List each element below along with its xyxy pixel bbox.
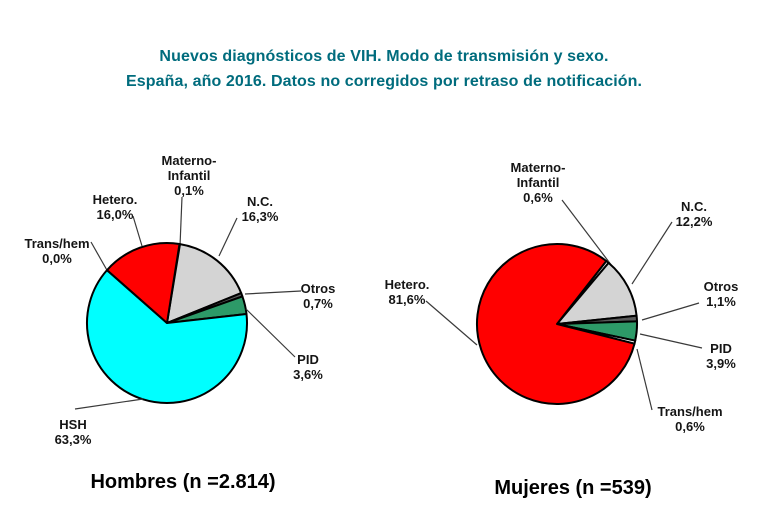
pie-slice-nc [556, 261, 638, 325]
leader-line-materno-infantil [561, 199, 613, 267]
slice-label-text: PID [297, 352, 319, 367]
slice-label-pid: PID 3,6% [293, 352, 323, 382]
slice-value-label: 12,2% [675, 214, 713, 229]
leader-line-pid [245, 308, 296, 358]
slice-label-otros: Otros 0,7% [301, 281, 336, 311]
pie-slice-nc [166, 243, 243, 324]
slice-value-label: 1,1% [706, 294, 736, 309]
slice-label-otros: Otros 1,1% [704, 279, 739, 309]
leader-line-hetero [425, 300, 478, 346]
slice-value-label: 0,1% [174, 183, 204, 198]
slice-value-label: 3,9% [706, 356, 736, 371]
slice-value-label: 3,6% [293, 367, 323, 382]
figure-title-line2: España, año 2016. Datos no corregidos po… [125, 73, 643, 90]
leader-line-hsh [74, 398, 144, 410]
slice-label-nc: N.C. 16,3% [242, 194, 279, 224]
slice-label-hetero: Hetero. 81,6% [385, 277, 430, 307]
slice-value-label: 16,0% [96, 207, 134, 222]
slice-label-text: Materno- [161, 153, 217, 168]
slice-label-text: HSH [59, 417, 87, 432]
slice-value-label: 0,6% [675, 419, 705, 434]
slice-label-trans-hem: Trans/hem 0,0% [24, 236, 89, 266]
leader-line-trans-hem [636, 348, 653, 411]
slice-label-materno-infantil: Materno- Infantil 0,1% [162, 153, 217, 198]
slice-value-label: 16,3% [241, 209, 279, 224]
slice-label-pid: PID 3,9% [706, 341, 736, 371]
slice-label-text: PID [710, 341, 732, 356]
caption-hombres: Hombres (n =2.814) [90, 471, 276, 493]
slice-label-text: Infantil [167, 168, 211, 183]
leader-line-nc [631, 221, 673, 285]
slice-label-text: N.C. [247, 194, 273, 209]
slice-value-label: 0,6% [523, 190, 553, 205]
figure-title: Nuevos diagnósticos de VIH. Modo de tran… [0, 44, 768, 94]
leader-line-nc [218, 217, 238, 257]
slice-label-text: Materno- [510, 160, 566, 175]
leader-line-materno-infantil [179, 196, 183, 247]
leader-line-trans-hem [90, 241, 109, 273]
slice-label-text: Hetero. [384, 277, 430, 292]
slice-label-hetero: Hetero. 16,0% [93, 192, 138, 222]
caption-mujeres: Mujeres (n =539) [494, 477, 652, 499]
slice-value-label: 0,0% [42, 251, 72, 266]
slice-label-materno-infantil: Materno- Infantil 0,6% [511, 160, 566, 205]
slice-label-text: Infantil [516, 175, 560, 190]
slice-value-label: 63,3% [54, 432, 92, 447]
leader-line-pid [639, 333, 703, 349]
pie-slice-hetero [106, 242, 181, 324]
slice-label-text: Otros [703, 279, 739, 294]
slice-value-label: 81,6% [388, 292, 426, 307]
slice-label-text: Hetero. [92, 192, 138, 207]
slice-label-text: Trans/hem [657, 404, 723, 419]
slice-label-trans-hem: Trans/hem 0,6% [657, 404, 722, 434]
pie-chart-hombres [74, 196, 302, 410]
slice-label-nc: N.C. 12,2% [676, 199, 713, 229]
slice-label-text: Trans/hem [24, 236, 90, 251]
slice-label-hsh: HSH 63,3% [55, 417, 92, 447]
slice-value-label: 0,7% [303, 296, 333, 311]
leader-line-otros [641, 302, 700, 321]
leader-line-otros [244, 290, 302, 295]
slice-label-text: Otros [300, 281, 336, 296]
figure-title-line1: Nuevos diagnósticos de VIH. Modo de tran… [159, 48, 609, 65]
leader-line-hetero [132, 215, 143, 247]
slice-label-text: N.C. [681, 199, 707, 214]
pie-chart-mujeres [425, 199, 703, 411]
pie-slice-hetero [476, 243, 636, 405]
